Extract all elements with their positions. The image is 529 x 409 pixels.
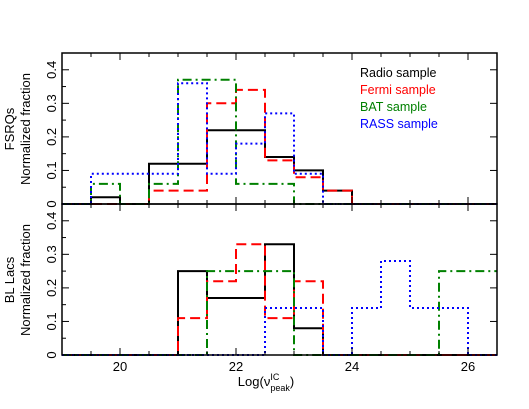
x-axis-title-sup: IC <box>270 372 280 382</box>
x-tick-label: 24 <box>345 359 359 374</box>
bllac-panel: 0 0.1 0.2 0.3 0.4 BL Lacs Normalized fractio… <box>2 203 498 359</box>
bllac-y-tick-label: 0 <box>44 351 59 358</box>
fsrq-y-tick-label: 0.4 <box>44 61 59 79</box>
legend-entry-fermi: Fermi sample <box>360 83 436 97</box>
x-axis-title-main: Log(ν <box>238 374 271 389</box>
legend-entry-bat: BAT sample <box>360 100 427 114</box>
bllac-series-fermi-sample <box>62 243 497 356</box>
x-axis-title-close: ) <box>290 374 294 389</box>
bllac-ylabel-line2: Normalized fraction <box>18 224 33 336</box>
bllac-y-tick-label: 0.4 <box>44 212 59 230</box>
x-tick-label: 22 <box>229 359 243 374</box>
fsrq-y-tick-label: 0 <box>44 200 59 207</box>
bllac-y-tick-label: 0.2 <box>44 279 59 297</box>
fsrq-ylabel-line2: Normalized fraction <box>18 73 33 185</box>
legend-entry-rass: RASS sample <box>360 117 438 131</box>
legend: Radio sample Fermi sample BAT sample RAS… <box>360 66 438 131</box>
fsrq-y-tick-label: 0.3 <box>44 94 59 112</box>
fsrq-y-tick-label: 0.2 <box>44 128 59 146</box>
x-axis-title: Log(νIC peak) <box>238 372 294 393</box>
bllac-y-tick-label: 0.3 <box>44 245 59 263</box>
fsrq-y-tick-label: 0.1 <box>44 161 59 179</box>
x-axis-title-sub: peak <box>270 383 290 393</box>
bllac-plot-frame <box>61 203 498 356</box>
bllac-ticks: 0 0.1 0.2 0.3 0.4 <box>44 203 498 359</box>
bllac-ylabel-line1: BL Lacs <box>2 256 17 303</box>
x-tick-label: 26 <box>461 359 475 374</box>
legend-entry-radio: Radio sample <box>360 66 436 80</box>
x-tick-label: 20 <box>113 359 127 374</box>
fsrq-ylabel-line1: FSRQs <box>2 107 17 150</box>
bllac-y-tick-label: 0.1 <box>44 312 59 330</box>
